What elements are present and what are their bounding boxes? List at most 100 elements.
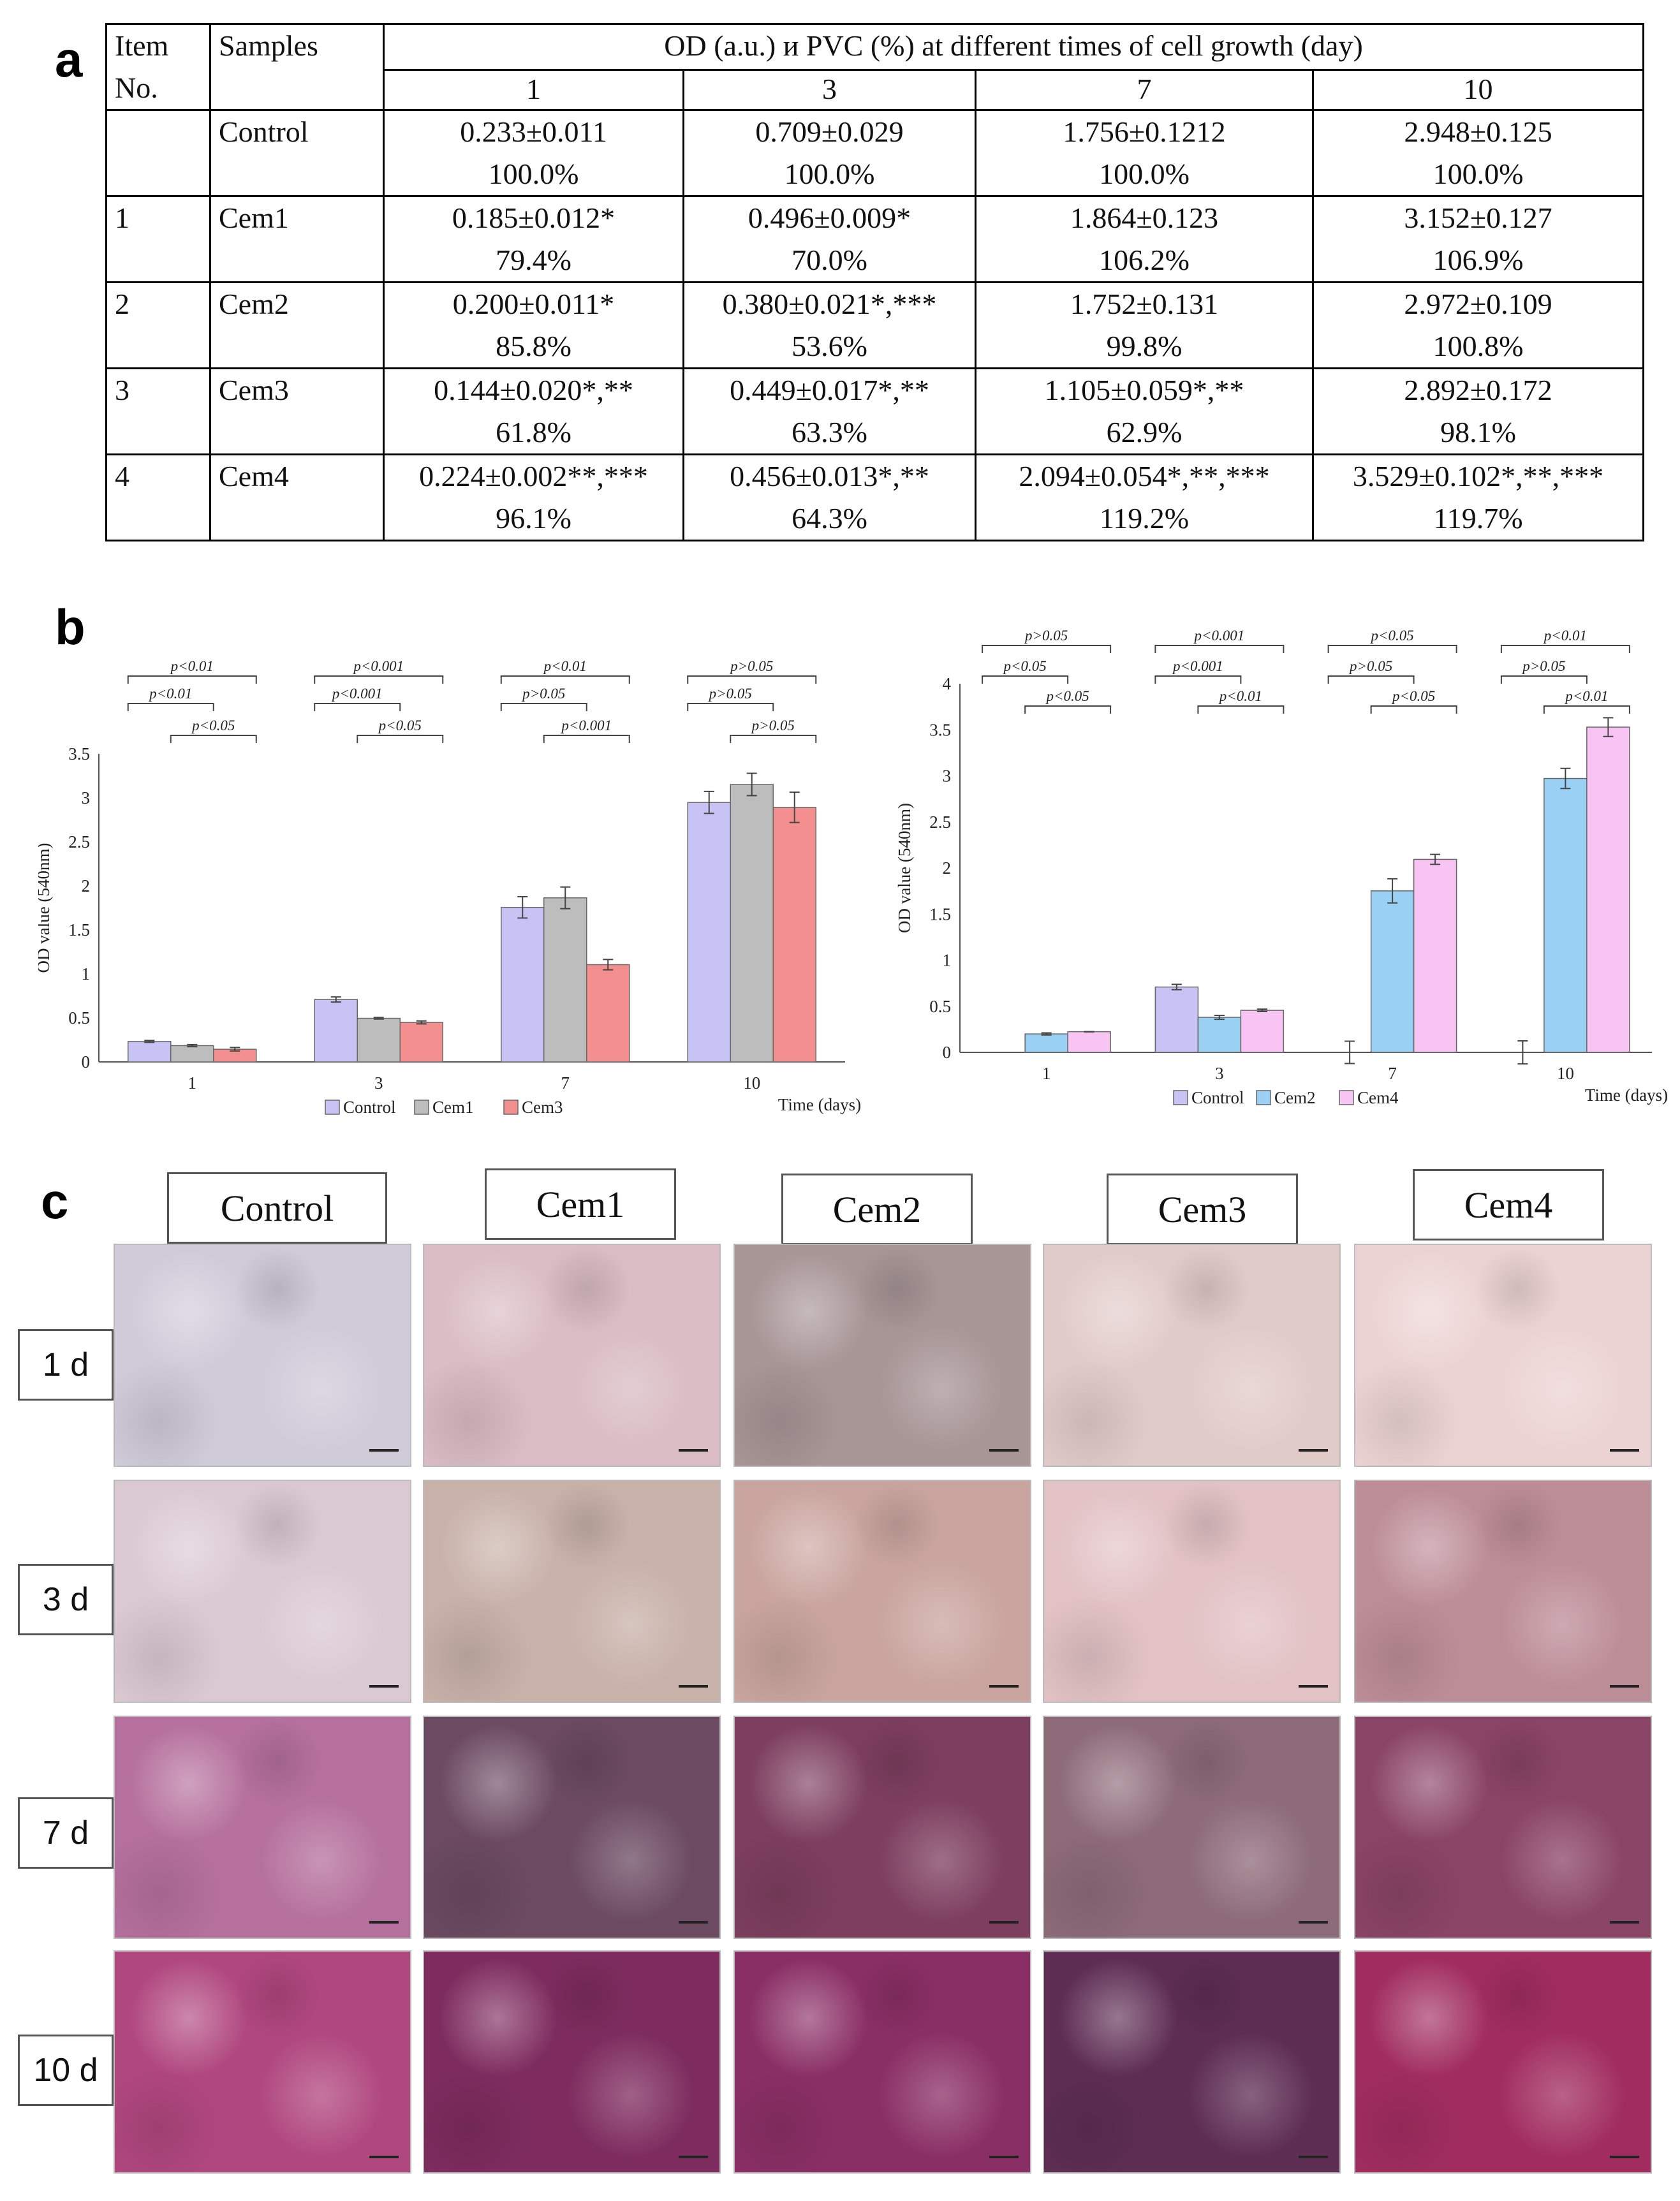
scale-bar [369, 1449, 399, 1452]
row-header-3d: 3 d [18, 1564, 114, 1635]
bar-cem1 [730, 784, 774, 1063]
cell-sample: Control [209, 109, 385, 197]
significance-bracket [982, 645, 1112, 653]
legend-swatch-control [325, 1100, 340, 1115]
cell-sample: Cem3 [209, 367, 385, 455]
y-tick-label: 1 [943, 951, 952, 970]
bar-control [314, 999, 358, 1063]
scale-bar [1299, 1449, 1328, 1452]
od-pvc-table: Item No. Samples OD (a.u.) и PVC (%) at … [105, 23, 1645, 541]
row-header-1d: 1 d [18, 1329, 114, 1401]
y-tick-label: 3.5 [929, 720, 951, 739]
y-tick-label: 0.5 [929, 997, 951, 1016]
header-item: Item [115, 29, 169, 62]
scale-bar [1610, 2156, 1639, 2158]
cell-day-3: 0.456±0.013*,** 64.3% [682, 453, 976, 541]
significance-label: p<0.001 [352, 658, 404, 674]
cell-od-value: 2.892±0.172 [1404, 374, 1552, 406]
panel-label-a: a [55, 31, 83, 87]
cell-pvc-value: 106.9% [1433, 244, 1524, 276]
x-axis-title: Time (days) [1585, 1086, 1668, 1105]
x-tick-label: 7 [561, 1073, 570, 1093]
scale-bar [989, 1921, 1019, 1924]
x-tick-label: 1 [188, 1073, 197, 1093]
panel-label-c: c [41, 1173, 69, 1229]
bar-cem4 [1586, 726, 1630, 1053]
bar-cem2 [1024, 1033, 1068, 1053]
cell-day-3: 0.709±0.029 100.0% [682, 109, 976, 197]
scale-bar [369, 1685, 399, 1688]
cell-od-value: 0.200±0.011* [452, 288, 615, 320]
header-day-10: 10 [1311, 68, 1645, 112]
cell-sample: Cem4 [209, 453, 385, 541]
y-tick-label: 0 [943, 1043, 952, 1062]
significance-bracket [543, 735, 630, 743]
cell-day-10: 3.529±0.102*,**,*** 119.7% [1311, 453, 1645, 541]
significance-label: p<0.01 [170, 658, 214, 674]
legend-label-cem1: Cem1 [432, 1098, 474, 1117]
micrograph-cem2-7d [733, 1716, 1031, 1939]
cell-day-1: 0.144±0.020*,** 61.8% [383, 367, 684, 455]
header-item-no: Item No. [105, 23, 211, 111]
scale-bar [1610, 1449, 1639, 1452]
x-tick-label: 10 [1557, 1064, 1574, 1083]
significance-bracket [1154, 645, 1285, 653]
cell-pvc-value: 70.0% [792, 244, 867, 276]
significance-label: p<0.05 [191, 718, 235, 733]
bar-cem1 [170, 1045, 214, 1063]
header-day-3: 3 [682, 68, 976, 112]
y-tick-label: 0 [82, 1052, 91, 1071]
significance-label: p<0.05 [1002, 658, 1046, 674]
cell-od-value: 1.105±0.059*,** [1044, 374, 1244, 406]
cell-od-value: 0.496±0.009* [748, 202, 911, 234]
cell-item: 4 [105, 453, 211, 541]
table-row-cem2: 2 Cem2 0.200±0.011* 85.8% 0.380±0.021*,*** 53… [105, 281, 1645, 369]
micrograph-cem3-7d [1043, 1716, 1341, 1939]
cell-od-value: 3.529±0.102*,**,*** [1352, 460, 1604, 492]
cell-od-value: 0.144±0.020*,** [434, 374, 633, 406]
cell-pvc-value: 79.4% [496, 244, 571, 276]
y-tick-label: 4 [943, 674, 952, 693]
bar-control [501, 906, 545, 1063]
cell-pvc-value: 64.3% [792, 502, 867, 534]
bar-control [687, 802, 731, 1063]
y-tick-label: 0.5 [68, 1008, 90, 1027]
micrograph-cem1-10d [423, 1950, 721, 2174]
significance-label: p<0.05 [378, 718, 422, 733]
cell-day-1: 0.200±0.011* 85.8% [383, 281, 684, 369]
significance-bracket [687, 703, 774, 711]
table-row-cem3: 3 Cem3 0.144±0.020*,** 61.8% 0.449±0.017*,**… [105, 367, 1645, 455]
x-tick-label: 1 [1042, 1064, 1051, 1083]
bar-cem4 [1413, 858, 1457, 1053]
x-tick-label: 7 [1388, 1064, 1397, 1083]
significance-bracket [1500, 675, 1588, 684]
significance-label: p>0.05 [1348, 658, 1392, 674]
legend-label-control: Control [1191, 1088, 1244, 1107]
significance-label: p>0.05 [521, 686, 565, 702]
cell-pvc-value: 85.8% [496, 330, 571, 362]
scale-bar [989, 2156, 1019, 2158]
row-header-10d: 10 d [18, 2035, 114, 2106]
significance-bracket [357, 735, 444, 743]
y-tick-label: 1.5 [68, 920, 90, 939]
significance-label: p<0.001 [560, 718, 612, 733]
bar-cem3 [772, 807, 816, 1063]
significance-bracket [127, 703, 214, 711]
cell-od-value: 0.224±0.002**,*** [419, 460, 648, 492]
scale-bar [369, 1921, 399, 1924]
scale-bar [679, 2156, 708, 2158]
cell-day-10: 3.152±0.127 106.9% [1311, 195, 1645, 283]
micrograph-cem4-3d [1354, 1480, 1652, 1703]
micrograph-cem4-10d [1354, 1950, 1652, 2174]
legend-label-cem2: Cem2 [1274, 1088, 1316, 1107]
micrograph-cem2-3d [733, 1480, 1031, 1703]
column-header-cem4: Cem4 [1413, 1169, 1604, 1240]
cell-item: 3 [105, 367, 211, 455]
cell-od-value: 0.185±0.012* [452, 202, 615, 234]
cell-day-7: 1.752±0.131 99.8% [975, 281, 1314, 369]
significance-bracket [500, 675, 630, 684]
cell-od-value: 0.449±0.017*,** [730, 374, 929, 406]
y-axis-title: OD value (540nm) [38, 843, 53, 973]
table-row-cem4: 4 Cem4 0.224±0.002**,*** 96.1% 0.456±0.013*,… [105, 453, 1645, 541]
cell-day-7: 1.105±0.059*,** 62.9% [975, 367, 1314, 455]
